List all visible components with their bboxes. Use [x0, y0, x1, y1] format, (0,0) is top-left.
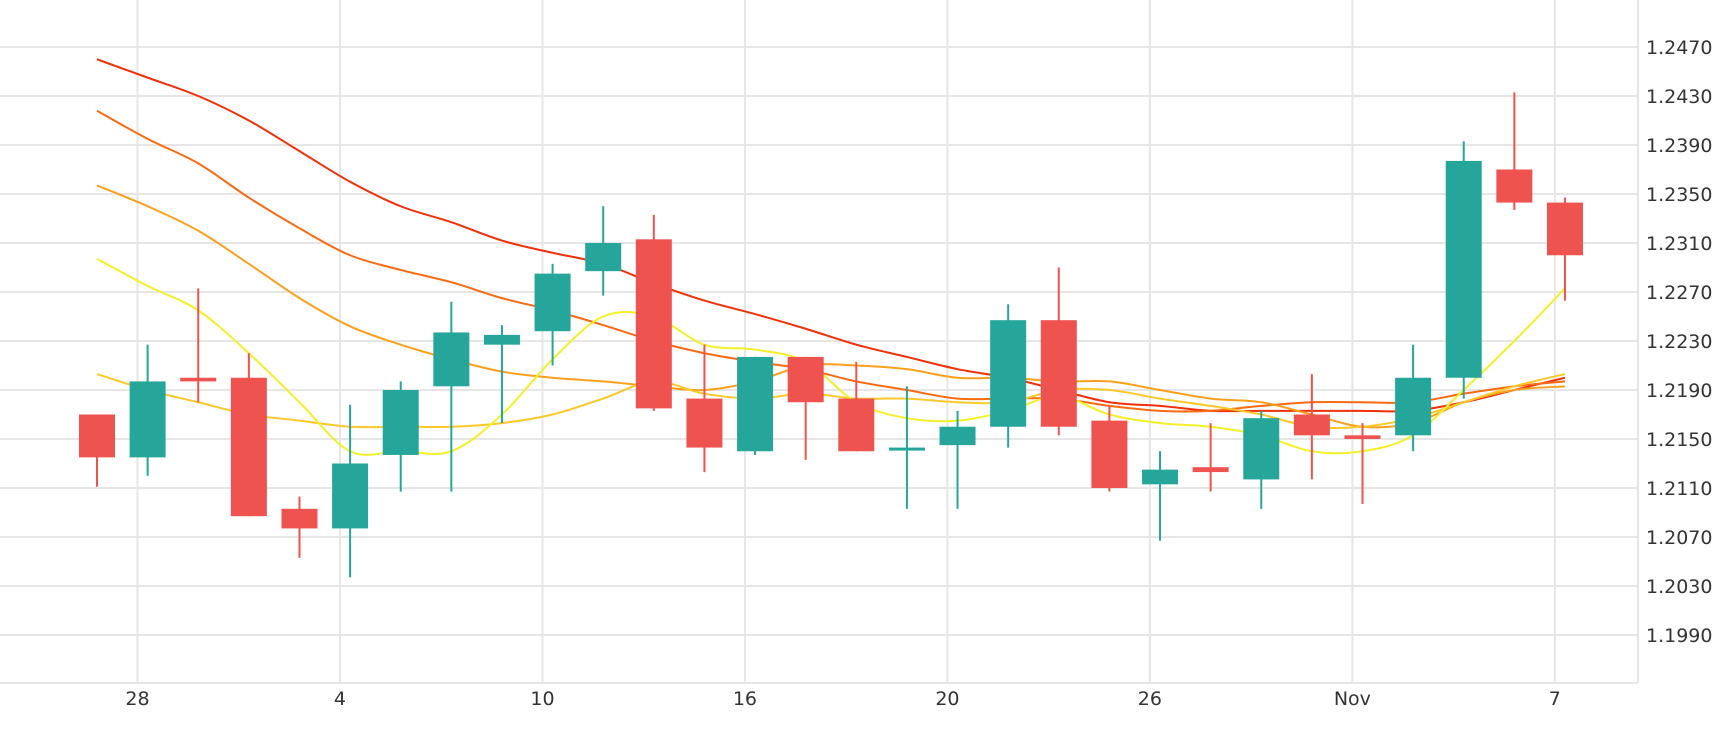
candle-down	[1091, 405, 1128, 492]
candle-down	[1192, 423, 1229, 492]
candle-body	[1192, 467, 1229, 473]
candle-down	[281, 496, 318, 558]
candle-body	[1293, 414, 1330, 436]
candle-body	[1243, 418, 1280, 480]
candle-down	[635, 214, 672, 411]
candle-body	[230, 377, 267, 517]
y-tick-label: 1.2150	[1646, 429, 1712, 451]
candle-down	[1040, 267, 1077, 436]
candle-body	[483, 334, 520, 345]
candle-up	[129, 344, 166, 476]
x-tick-label: 16	[733, 688, 757, 710]
candle-down	[1293, 374, 1330, 480]
candle-up	[534, 263, 571, 366]
candle-up	[332, 404, 369, 578]
candle-down	[686, 344, 723, 473]
candle-body	[686, 398, 723, 448]
candle-down	[230, 353, 267, 517]
candle-body	[129, 381, 166, 458]
candle-body	[382, 390, 419, 455]
y-tick-label: 1.2190	[1646, 380, 1712, 402]
candle-up	[1395, 344, 1432, 452]
candle-body	[79, 414, 115, 458]
y-tick-label: 1.2350	[1646, 184, 1712, 206]
candle-body	[1496, 169, 1533, 203]
candle-down	[787, 356, 824, 460]
candle-down	[1546, 197, 1583, 301]
y-tick-label: 1.2470	[1646, 37, 1712, 59]
ma-line-5	[96, 258, 1566, 456]
y-tick-label: 1.2110	[1646, 478, 1712, 500]
moving-average-lines	[96, 58, 1566, 456]
candle-body	[990, 320, 1027, 427]
candle-body	[1091, 420, 1128, 488]
candle-body	[838, 398, 875, 452]
y-tick-label: 1.2030	[1646, 576, 1712, 598]
y-tick-label: 1.2430	[1646, 86, 1712, 108]
x-tick-label: 10	[530, 688, 554, 710]
candle-up	[382, 381, 419, 492]
candle-up	[737, 356, 774, 455]
candle-body	[888, 447, 925, 451]
candles	[79, 92, 1583, 578]
y-tick-label: 1.2230	[1646, 331, 1712, 353]
axes: 1.2470 1.2430 1.2390 1.2350 1.2310 1.2270 1.22…	[125, 37, 1712, 710]
candle-body	[1344, 435, 1381, 439]
candle-body	[635, 239, 672, 409]
ma-line-3	[96, 184, 1566, 429]
candle-up	[483, 325, 520, 424]
candle-up	[433, 301, 470, 492]
candle-up	[939, 410, 976, 509]
candle-body	[281, 508, 318, 529]
candle-up	[585, 206, 622, 296]
candle-body	[332, 463, 369, 529]
x-tick-label: 7	[1549, 688, 1561, 710]
y-tick-label: 1.2390	[1646, 135, 1712, 157]
y-tick-label: 1.2070	[1646, 527, 1712, 549]
candle-down	[838, 361, 875, 452]
candle-up	[888, 386, 925, 509]
x-tick-label: 26	[1138, 688, 1162, 710]
candle-body	[1040, 320, 1077, 427]
candle-down	[180, 288, 217, 403]
y-tick-label: 1.1990	[1646, 625, 1712, 647]
candle-body	[433, 332, 470, 387]
candle-up	[1243, 410, 1280, 509]
ma-line-2	[96, 109, 1566, 413]
candle-body	[1395, 377, 1432, 436]
candle-body	[1546, 202, 1583, 256]
x-tick-label: Nov	[1334, 688, 1371, 710]
candle-body	[585, 243, 622, 272]
candle-body	[1142, 469, 1179, 485]
x-tick-label: 20	[935, 688, 959, 710]
candle-down	[1496, 92, 1533, 210]
candle-up	[1142, 451, 1179, 541]
candle-up	[990, 304, 1027, 448]
candle-body	[787, 356, 824, 403]
candle-up	[1445, 141, 1482, 399]
candle-body	[180, 377, 217, 382]
x-tick-label: 4	[334, 688, 346, 710]
grid	[0, 0, 1639, 684]
candle-down	[1344, 423, 1381, 504]
candle-body	[534, 273, 571, 332]
candle-down	[79, 414, 115, 487]
candle-body	[939, 426, 976, 446]
candle-body	[1445, 160, 1482, 378]
candle-body	[737, 356, 774, 452]
y-tick-label: 1.2270	[1646, 282, 1712, 304]
ma-line-1	[96, 58, 1566, 413]
y-tick-label: 1.2310	[1646, 233, 1712, 255]
x-tick-label: 28	[125, 688, 149, 710]
